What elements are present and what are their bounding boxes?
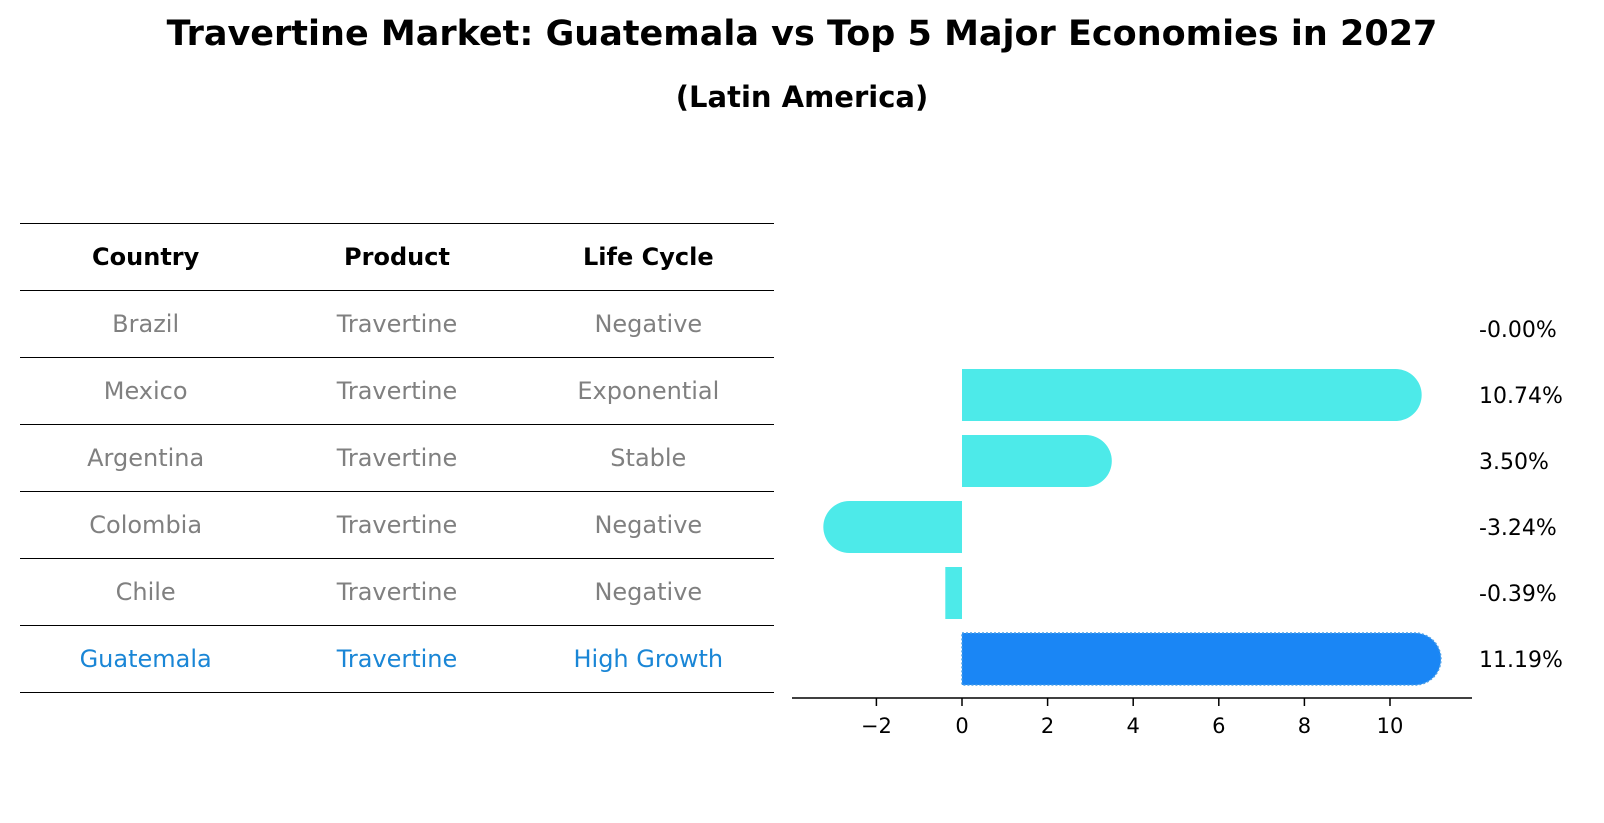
bar-highlight xyxy=(961,632,1442,686)
table-row-highlight: Guatemala Travertine High Growth xyxy=(20,625,774,693)
cell-country: Colombia xyxy=(89,511,203,539)
x-tick-label: 6 xyxy=(1212,714,1225,738)
table-header-row: Country Product Life Cycle xyxy=(20,223,774,290)
x-tick-label: 4 xyxy=(1127,714,1140,738)
value-label: -0.00% xyxy=(1479,318,1557,343)
cell-life-cycle: High Growth xyxy=(573,645,724,673)
cell-country: Brazil xyxy=(112,310,180,338)
value-label: -3.24% xyxy=(1479,516,1557,541)
cell-product: Travertine xyxy=(336,310,458,338)
chart-title: Travertine Market: Guatemala vs Top 5 Ma… xyxy=(166,14,1438,54)
cell-product: Travertine xyxy=(336,377,458,405)
x-tick-label: 2 xyxy=(1041,714,1054,738)
table-row: Brazil Travertine Negative xyxy=(20,290,774,357)
chart-subtitle: (Latin America) xyxy=(675,80,929,114)
x-tick-label: −2 xyxy=(861,714,892,738)
cell-product: Travertine xyxy=(336,578,458,606)
data-table: Country Product Life Cycle Brazil Traver… xyxy=(20,223,774,693)
table-row: Colombia Travertine Negative xyxy=(20,491,774,558)
bar xyxy=(962,435,1112,487)
cell-country: Argentina xyxy=(87,444,205,472)
cell-product: Travertine xyxy=(336,645,458,673)
cell-country: Guatemala xyxy=(79,645,212,673)
table-row: Chile Travertine Negative xyxy=(20,558,774,625)
cell-life-cycle: Negative xyxy=(594,310,703,338)
value-label: 11.19% xyxy=(1479,648,1563,673)
value-label: 3.50% xyxy=(1479,450,1549,475)
header-country: Country xyxy=(92,243,200,271)
x-tick-label: 8 xyxy=(1298,714,1311,738)
header-life-cycle: Life Cycle xyxy=(583,243,714,271)
table-row: Mexico Travertine Exponential xyxy=(20,357,774,424)
header-product: Product xyxy=(344,243,450,271)
bar xyxy=(823,501,962,553)
cell-product: Travertine xyxy=(336,444,458,472)
x-tick-label: 10 xyxy=(1377,714,1404,738)
cell-life-cycle: Negative xyxy=(594,578,703,606)
table-row: Argentina Travertine Stable xyxy=(20,424,774,491)
x-tick-label: 0 xyxy=(955,714,968,738)
bar xyxy=(945,567,962,619)
value-label: -0.39% xyxy=(1479,582,1557,607)
cell-life-cycle: Stable xyxy=(610,444,687,472)
bar xyxy=(962,369,1422,421)
cell-life-cycle: Exponential xyxy=(577,377,720,405)
cell-product: Travertine xyxy=(336,511,458,539)
cell-country: Mexico xyxy=(103,377,188,405)
cell-country: Chile xyxy=(115,578,176,606)
cell-life-cycle: Negative xyxy=(594,511,703,539)
value-label: 10.74% xyxy=(1479,384,1563,409)
